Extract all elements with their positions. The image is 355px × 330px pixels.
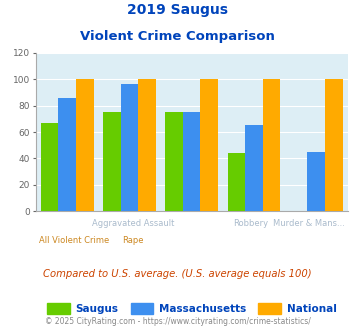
- Bar: [165, 112, 183, 211]
- Bar: [263, 79, 280, 211]
- Bar: [228, 153, 245, 211]
- Text: All Violent Crime: All Violent Crime: [39, 236, 110, 245]
- Bar: [201, 79, 218, 211]
- Bar: [245, 125, 263, 211]
- Text: Murder & Mans...: Murder & Mans...: [273, 219, 345, 228]
- Bar: [103, 112, 121, 211]
- Bar: [307, 152, 325, 211]
- Bar: [325, 79, 343, 211]
- Text: 2019 Saugus: 2019 Saugus: [127, 3, 228, 17]
- Bar: [121, 84, 138, 211]
- Text: Robbery: Robbery: [233, 219, 268, 228]
- Text: Rape: Rape: [122, 236, 144, 245]
- Text: Compared to U.S. average. (U.S. average equals 100): Compared to U.S. average. (U.S. average …: [43, 269, 312, 279]
- Bar: [41, 123, 58, 211]
- Bar: [138, 79, 156, 211]
- Bar: [183, 112, 201, 211]
- Text: © 2025 CityRating.com - https://www.cityrating.com/crime-statistics/: © 2025 CityRating.com - https://www.city…: [45, 317, 310, 326]
- Text: Violent Crime Comparison: Violent Crime Comparison: [80, 30, 275, 43]
- Text: Aggravated Assault: Aggravated Assault: [92, 219, 174, 228]
- Legend: Saugus, Massachusetts, National: Saugus, Massachusetts, National: [43, 299, 340, 318]
- Bar: [58, 98, 76, 211]
- Bar: [76, 79, 93, 211]
